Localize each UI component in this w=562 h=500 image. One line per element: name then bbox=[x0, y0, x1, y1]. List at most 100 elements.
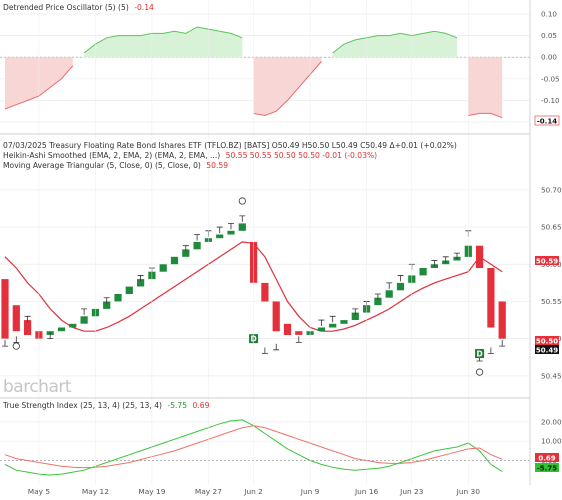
candle-up bbox=[69, 323, 77, 328]
pivot-low-mark bbox=[295, 336, 302, 343]
osc-y-tick-label: 0.00 bbox=[541, 53, 557, 62]
svg-text:50.50: 50.50 bbox=[536, 337, 558, 345]
osc-y-tick-label: 0.05 bbox=[541, 31, 557, 40]
osc-y-tick-label: -0.05 bbox=[541, 74, 560, 83]
candle-down bbox=[261, 282, 269, 302]
pivot-high-mark bbox=[216, 226, 223, 234]
pivot-high-mark bbox=[239, 215, 246, 222]
candle-down bbox=[272, 301, 280, 332]
pivot-low-mark bbox=[47, 332, 54, 340]
candle-up bbox=[340, 320, 348, 324]
pivot-high-mark bbox=[81, 308, 88, 315]
osc-negative-area bbox=[468, 57, 503, 118]
d-marker-letter: D bbox=[476, 350, 482, 359]
candle-down bbox=[295, 331, 303, 335]
pivot-circle-mark bbox=[238, 197, 246, 205]
ma-legend-value: 50.59 bbox=[206, 161, 228, 170]
pivot-low-mark bbox=[2, 340, 8, 347]
candle-up bbox=[216, 234, 224, 239]
tsi-value-tag: -5.75 bbox=[535, 463, 559, 472]
pivot-high-mark bbox=[329, 315, 336, 323]
candle-down bbox=[24, 320, 32, 335]
price-y-tick-label: 50.55 bbox=[541, 297, 562, 306]
candle-up bbox=[329, 323, 337, 328]
tsi-signal-tag: 0.69 bbox=[535, 453, 559, 462]
pivot-high-mark bbox=[137, 275, 144, 282]
osc-positive-line bbox=[83, 26, 243, 54]
oscillator-panel bbox=[0, 13, 530, 123]
x-tick-label: May 12 bbox=[82, 487, 109, 496]
candle-up bbox=[317, 327, 325, 332]
tsi-panel bbox=[0, 419, 530, 476]
candle-up bbox=[159, 264, 167, 272]
pivot-low-mark bbox=[13, 336, 20, 343]
last-price-tag: 50.49 bbox=[535, 345, 559, 354]
tsi-y-tick-label: 10.00 bbox=[541, 437, 562, 446]
ma-value-tag: 50.59 bbox=[535, 256, 559, 265]
x-tick-label: May 27 bbox=[195, 487, 222, 496]
pivot-high-mark bbox=[374, 293, 381, 301]
osc-positive-area bbox=[332, 31, 457, 58]
svg-text:50.59: 50.59 bbox=[536, 257, 558, 265]
candle-up bbox=[125, 286, 133, 294]
x-tick-label: Jun 23 bbox=[399, 487, 424, 496]
close-value-tag: 50.50 bbox=[535, 336, 559, 345]
pivot-circle-mark bbox=[475, 368, 484, 376]
x-tick-label: Jun 16 bbox=[354, 487, 379, 496]
osc-y-tick-label: -0.10 bbox=[541, 96, 560, 105]
osc-y-tick-label: 0.10 bbox=[541, 10, 557, 19]
pivot-circle-mark bbox=[12, 342, 20, 350]
price-panel: barchart DD bbox=[0, 189, 530, 397]
price-y-tick-label: 50.45 bbox=[541, 371, 562, 380]
pivot-high-mark bbox=[397, 275, 404, 282]
osc-negative-area bbox=[253, 57, 322, 116]
pivot-high-mark bbox=[431, 260, 438, 267]
candle-down bbox=[498, 301, 506, 339]
pivot-high-mark bbox=[194, 234, 201, 241]
candle-up bbox=[170, 256, 179, 265]
price-y-tick-label: 50.65 bbox=[541, 223, 562, 232]
watermark: barchart bbox=[3, 377, 72, 397]
osc-positive-area bbox=[84, 27, 243, 58]
candle-up bbox=[137, 279, 145, 287]
pivot-high-mark bbox=[182, 245, 189, 252]
x-axis: May 5 May 12 May 19 May 27 Jun 2 Jun 9 Jun 16 J… bbox=[28, 0, 481, 496]
heikin-ashi-legend: Heikin-Ashi Smoothed (EMA, 2, EMA, 2) (E… bbox=[3, 151, 377, 160]
d-marker-box bbox=[475, 349, 485, 359]
ma-legend: Moving Average Triangular (5, Close, 0) … bbox=[3, 161, 228, 170]
candle-up bbox=[351, 312, 359, 320]
tsi-legend: True Strength Index (25, 13, 4) (25, 13,… bbox=[2, 401, 210, 410]
candle-up bbox=[114, 294, 122, 302]
pivot-high-mark bbox=[228, 222, 234, 230]
candle-up bbox=[419, 268, 427, 276]
candle-up bbox=[193, 241, 201, 250]
candle-up bbox=[385, 290, 393, 298]
candle-up bbox=[80, 316, 88, 324]
oscillator-value-tag: -0.14 bbox=[534, 115, 560, 125]
candle-down bbox=[476, 245, 484, 268]
tsi-y-tick-label: 20.00 bbox=[541, 417, 562, 426]
svg-text:0.69: 0.69 bbox=[538, 454, 555, 462]
heikin-ashi-legend-name: Heikin-Ashi Smoothed (EMA, 2, EMA, 2) (E… bbox=[3, 151, 220, 160]
x-tick-label: May 19 bbox=[138, 487, 165, 496]
oscillator-legend-value: -0.14 bbox=[134, 3, 154, 12]
price-y-tick-label: 50.70 bbox=[541, 185, 562, 194]
candle-up bbox=[103, 301, 111, 309]
pivot-high-mark bbox=[352, 308, 359, 315]
pivot-high-mark bbox=[386, 282, 393, 289]
x-tick-label: Jun 30 bbox=[456, 487, 481, 496]
candle-down bbox=[283, 323, 292, 335]
pivot-high-mark bbox=[318, 319, 325, 327]
pivot-high-mark bbox=[454, 252, 460, 260]
candle-up bbox=[396, 282, 405, 291]
oscillator-legend: Detrended Price Oscillator (5) (5) -0.14 bbox=[3, 3, 154, 12]
x-tick-label: Jun 2 bbox=[243, 487, 263, 496]
pivot-low-mark bbox=[261, 347, 268, 354]
tsi-legend-value-1: -5.75 bbox=[167, 401, 187, 410]
pivot-low-mark bbox=[273, 343, 280, 351]
pivot-high-mark bbox=[442, 256, 449, 263]
osc-negative-line bbox=[468, 112, 503, 119]
candle-up bbox=[374, 297, 382, 306]
tsi-legend-name: True Strength Index (25, 13, 4) (25, 13,… bbox=[2, 401, 162, 410]
